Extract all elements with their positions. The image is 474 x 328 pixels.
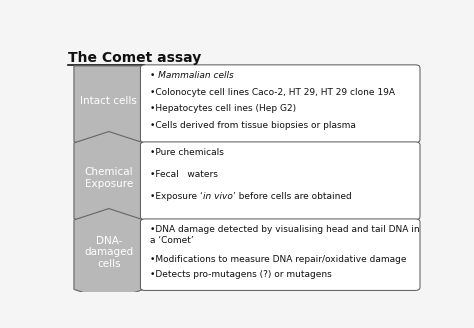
FancyBboxPatch shape [140,142,420,220]
Text: Chemical
Exposure: Chemical Exposure [84,168,133,189]
Text: •DNA damage detected by visualising head and tail DNA in
a ‘Comet’: •DNA damage detected by visualising head… [150,225,419,245]
FancyBboxPatch shape [140,65,420,143]
Text: •Modifications to measure DNA repair/oxidative damage: •Modifications to measure DNA repair/oxi… [150,255,407,264]
FancyBboxPatch shape [140,219,420,290]
Polygon shape [74,132,144,230]
Text: DNA-
damaged
cells: DNA- damaged cells [84,236,133,269]
Text: •Exposure ‘: •Exposure ‘ [150,192,203,201]
Text: •Fecal   waters: •Fecal waters [150,170,218,179]
Text: The Comet assay: The Comet assay [68,51,201,65]
Text: Intact cells: Intact cells [81,96,137,106]
Text: •Hepatocytes cell ines (Hep G2): •Hepatocytes cell ines (Hep G2) [150,104,296,113]
Text: • Mammalian cells: • Mammalian cells [150,72,234,80]
Text: ’ before cells are obtained: ’ before cells are obtained [233,192,351,201]
Polygon shape [74,209,144,301]
Text: •Cells derived from tissue biopsies or plasma: •Cells derived from tissue biopsies or p… [150,121,356,130]
Text: in vivo: in vivo [203,192,233,201]
Text: •Colonocyte cell lines Caco-2, HT 29, HT 29 clone 19A: •Colonocyte cell lines Caco-2, HT 29, HT… [150,88,395,97]
Polygon shape [74,66,144,153]
Text: •Pure chemicals: •Pure chemicals [150,149,224,157]
Text: •Detects pro-mutagens (?) or mutagens: •Detects pro-mutagens (?) or mutagens [150,270,332,279]
